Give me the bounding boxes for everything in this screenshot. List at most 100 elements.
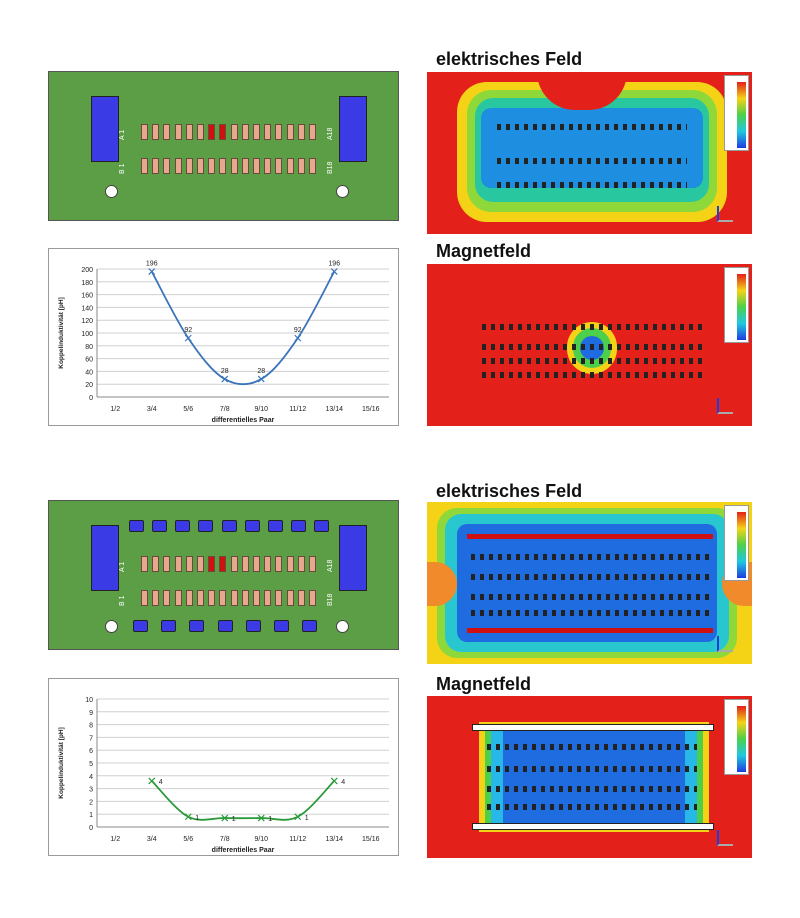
signal-pad xyxy=(275,124,283,140)
ground-pad xyxy=(217,620,233,632)
colorbar-legend xyxy=(724,75,749,151)
data-point xyxy=(221,375,229,383)
y-tick-label: 0 xyxy=(89,395,93,402)
signal-pad xyxy=(219,158,227,174)
data-label: 28 xyxy=(257,368,265,375)
efield-map-bottom xyxy=(427,502,752,664)
ground-pad xyxy=(189,620,205,632)
data-point xyxy=(294,813,302,821)
signal-pad xyxy=(185,124,193,140)
signal-pad xyxy=(197,124,204,140)
data-label: 1 xyxy=(195,815,199,822)
y-tick-label: 100 xyxy=(81,331,93,338)
signal-pad-highlighted xyxy=(219,556,227,572)
ground-pad xyxy=(314,520,329,532)
signal-pad xyxy=(309,124,316,140)
signal-pad xyxy=(264,124,272,140)
signal-pad xyxy=(241,556,249,572)
x-tick-label: 7/8 xyxy=(220,406,230,413)
signal-pad xyxy=(163,124,171,140)
signal-pad xyxy=(163,590,171,606)
colorbar-legend xyxy=(724,699,749,775)
signal-pad xyxy=(230,556,238,572)
x-tick-label: 1/2 xyxy=(110,836,120,843)
connector-board-bottom: A 1 B 1 A18 B18 xyxy=(48,500,399,650)
data-point xyxy=(330,777,338,785)
signal-pad xyxy=(253,556,260,572)
data-point xyxy=(294,334,302,342)
mfield-title-bottom: Magnetfeld xyxy=(436,674,532,694)
data-label: 92 xyxy=(294,327,302,334)
chart-top: 0 20 40 60 80 100 120 140 160 180 200 1/2 3/4 5/6 7/8 9… xyxy=(48,248,399,426)
signal-pad xyxy=(230,158,238,174)
signal-pad xyxy=(275,590,283,606)
signal-pad xyxy=(264,158,272,174)
data-label: 1 xyxy=(268,816,272,823)
signal-pad xyxy=(286,556,294,572)
signal-pad xyxy=(152,124,160,140)
pin-row-a xyxy=(141,124,316,140)
data-point xyxy=(221,814,229,822)
ground-pad xyxy=(267,520,283,532)
ground-pad xyxy=(133,620,149,632)
signal-pad xyxy=(286,590,294,606)
y-tick-label: 6 xyxy=(89,748,93,755)
x-tick-label: 9/10 xyxy=(254,836,268,843)
efield-title-top: elektrisches Feld xyxy=(436,49,583,69)
y-tick-label: 3 xyxy=(89,787,93,794)
row-label-b1: B 1 xyxy=(119,595,126,606)
signal-pad xyxy=(141,158,148,174)
signal-pad xyxy=(152,556,160,572)
y-tick-label: 1 xyxy=(89,812,93,819)
signal-pad xyxy=(264,556,272,572)
x-tick-label: 5/6 xyxy=(183,836,193,843)
mfield-map-top xyxy=(427,264,752,426)
y-tick-label: 7 xyxy=(89,735,93,742)
x-tick-label: 9/10 xyxy=(254,406,268,413)
y-tick-label: 180 xyxy=(81,280,93,287)
ground-row-top xyxy=(129,520,329,532)
signal-pad xyxy=(163,556,171,572)
data-label: 196 xyxy=(328,261,340,268)
series-line xyxy=(150,271,336,386)
ground-row-bottom xyxy=(105,620,345,632)
x-tick-label: 13/14 xyxy=(325,406,343,413)
data-point xyxy=(257,814,265,822)
signal-pad xyxy=(141,556,148,572)
colorbar-legend xyxy=(724,505,749,581)
row-label-b1: B 1 xyxy=(119,163,126,174)
x-tick-label: 1/2 xyxy=(110,406,120,413)
mfield-title-top: Magnetfeld xyxy=(436,241,532,261)
data-label: 4 xyxy=(159,779,163,786)
signal-pad xyxy=(275,158,283,174)
data-point xyxy=(184,813,192,821)
ground-pad xyxy=(245,620,261,632)
y-tick-label: 200 xyxy=(81,267,93,274)
mounting-pad-left xyxy=(91,96,119,162)
axis-triad-icon xyxy=(717,206,733,222)
data-point xyxy=(148,268,156,275)
signal-pad xyxy=(197,556,204,572)
x-tick-label: 3/4 xyxy=(147,406,157,413)
signal-pad-highlighted xyxy=(208,124,216,140)
mounting-hole-left xyxy=(105,620,118,633)
signal-pad xyxy=(185,158,193,174)
signal-pad xyxy=(309,158,316,174)
x-tick-label: 15/16 xyxy=(362,406,380,413)
y-tick-label: 80 xyxy=(85,344,93,351)
signal-pad xyxy=(297,556,305,572)
signal-pad xyxy=(264,590,272,606)
mounting-pad-right xyxy=(339,96,367,162)
chart-bottom: 0 1 2 3 4 5 6 7 8 9 10 1/2 3/4 5/6 7/8 9/10 11/12 13/14 15… xyxy=(48,678,399,856)
x-tick-label: 13/14 xyxy=(325,836,343,843)
signal-pad xyxy=(174,158,182,174)
y-tick-label: 120 xyxy=(81,318,93,325)
signal-pad xyxy=(152,158,160,174)
x-tick-label: 15/16 xyxy=(362,836,380,843)
y-tick-label: 9 xyxy=(89,710,93,717)
connector-board-top: A 1 B 1 A18 B18 xyxy=(48,71,399,221)
pin-row-a xyxy=(141,556,316,572)
y-axis-label: Koppelinduktivität [pH] xyxy=(58,297,65,369)
efield-title-bottom: elektrisches Feld xyxy=(436,481,583,501)
pin-row-b xyxy=(141,590,316,606)
